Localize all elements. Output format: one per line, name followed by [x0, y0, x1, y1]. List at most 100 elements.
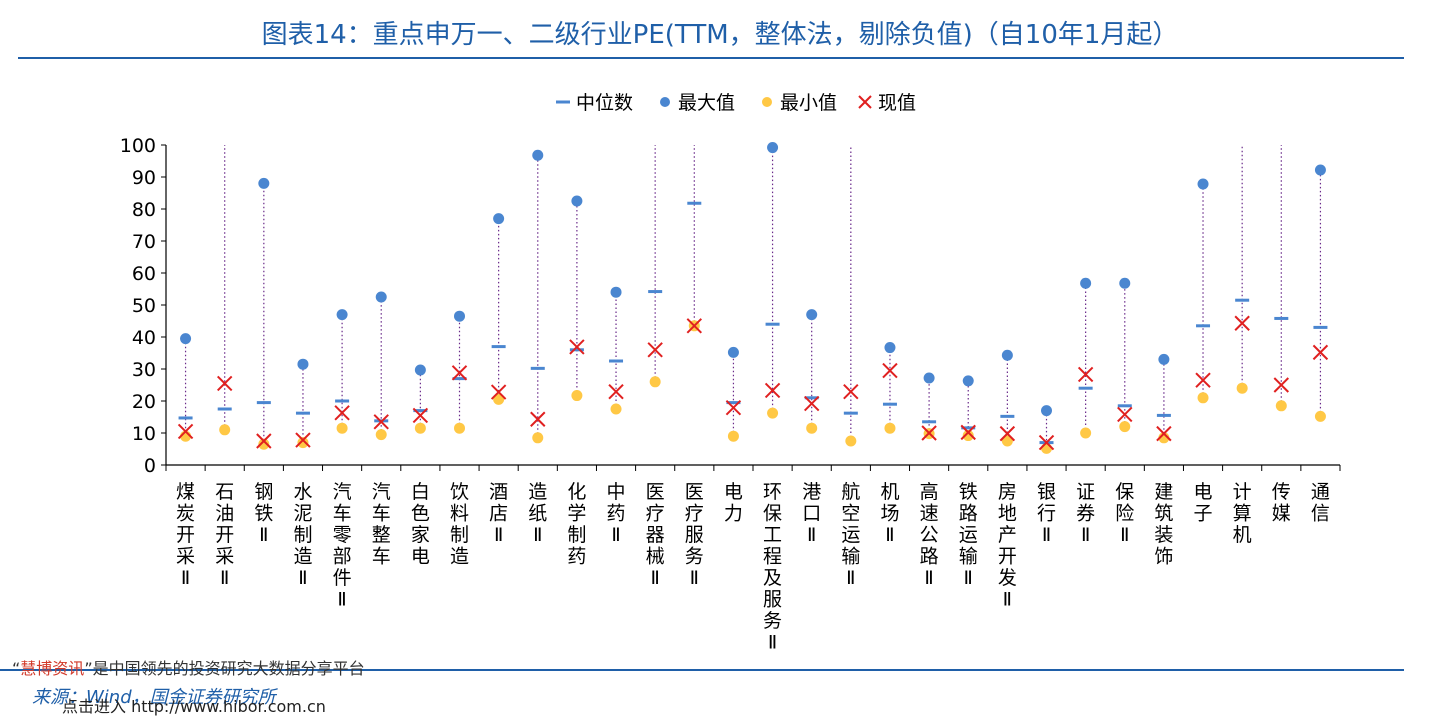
x-tick-label: 石油开采 Ⅱ — [215, 481, 234, 589]
max-point — [1197, 178, 1209, 190]
current-mark — [334, 405, 350, 421]
current-mark-stroke — [803, 395, 820, 412]
footer-divider — [0, 669, 1404, 671]
y-tick-label: 70 — [132, 231, 156, 253]
max-point — [375, 291, 387, 303]
max-point — [1119, 277, 1131, 289]
x-tick-label: 计算机 — [1233, 481, 1252, 546]
x-tick-label: 化学制药 — [567, 481, 586, 568]
x-tick-label: 港口 Ⅱ — [802, 481, 821, 546]
watermark-text: “慧博资讯”是中国领先的投资研究大数据分享平台 — [12, 655, 365, 679]
current-mark-stroke — [373, 414, 389, 430]
current-mark-stroke — [1234, 315, 1250, 331]
min-point — [219, 424, 231, 436]
min-point — [1314, 410, 1326, 422]
current-mark-stroke — [647, 342, 663, 358]
max-point — [1314, 164, 1326, 176]
min-point — [375, 429, 387, 441]
legend: 中位数 最大值 最小值 现值 — [556, 92, 916, 114]
watermark-brand: 慧博资讯 — [20, 659, 85, 678]
current-mark-stroke — [960, 424, 976, 441]
min-point — [727, 430, 739, 442]
current-mark-stroke — [1312, 344, 1329, 361]
chart-title: 图表14：重点申万一、二级行业PE(TTM，整体法，剔除负值)（自10年1月起） — [261, 20, 1179, 50]
min-point — [767, 407, 779, 419]
max-point — [884, 342, 896, 354]
max-point — [962, 375, 974, 387]
current-mark — [373, 414, 389, 430]
y-tick-label: 90 — [132, 167, 156, 189]
min-point — [454, 422, 465, 434]
min-point — [962, 430, 974, 442]
current-mark-stroke — [725, 400, 742, 416]
y-tick-label: 50 — [132, 295, 156, 317]
x-tick-label: 传媒 — [1272, 481, 1291, 525]
y-tick-label: 40 — [132, 327, 156, 349]
current-mark — [960, 424, 976, 441]
legend-min-symbol — [762, 97, 772, 107]
max-point — [806, 309, 818, 321]
current-mark-stroke — [921, 425, 937, 441]
current-mark — [490, 384, 507, 400]
legend-cross-stroke — [858, 95, 872, 109]
x-tick-label: 白色家电 — [411, 481, 430, 568]
current-mark-stroke — [686, 318, 703, 334]
max-point — [454, 310, 465, 322]
current-mark-stroke — [1077, 366, 1094, 383]
title-divider — [18, 57, 1404, 59]
y-tick-label: 20 — [132, 391, 156, 413]
current-mark — [569, 339, 585, 355]
y-tick-label: 80 — [132, 199, 156, 221]
max-point — [336, 309, 348, 321]
current-mark — [216, 375, 233, 392]
x-tick-label: 造纸 Ⅱ — [528, 481, 547, 546]
current-mark — [764, 382, 781, 399]
x-tick-label: 房地产开发 Ⅱ — [998, 481, 1017, 611]
current-mark — [1195, 372, 1211, 388]
x-tick-label: 中药 Ⅱ — [607, 481, 626, 546]
legend-current-symbol — [858, 95, 872, 109]
max-point — [1158, 353, 1170, 365]
current-mark-stroke — [843, 384, 859, 400]
current-mark — [530, 411, 546, 427]
x-tick-label: 汽车零部件 Ⅱ — [333, 481, 352, 611]
x-tick-label: 通信 — [1311, 481, 1330, 525]
current-mark — [803, 395, 820, 412]
current-mark-stroke — [295, 432, 311, 448]
legend-label: 最小值 — [780, 92, 837, 114]
current-mark-stroke — [764, 382, 781, 399]
current-mark — [177, 423, 194, 440]
x-tick-label: 铁路运输 Ⅱ — [959, 481, 978, 589]
legend-label: 最大值 — [678, 92, 735, 114]
watermark-quote-close: ” — [84, 659, 93, 678]
min-point — [610, 403, 622, 415]
min-point — [1041, 442, 1052, 454]
current-mark-stroke — [999, 425, 1016, 442]
current-mark — [686, 318, 703, 334]
max-point — [610, 286, 622, 298]
y-axis: 0 10 20 30 40 50 60 70 80 90 100 — [120, 135, 167, 477]
min-point — [297, 437, 309, 449]
current-mark-stroke — [216, 375, 233, 392]
current-mark — [1038, 434, 1055, 451]
x-tick-label: 饮料制造 — [450, 481, 469, 568]
range-lines — [184, 145, 1322, 449]
min-point — [1236, 382, 1248, 394]
min-point — [258, 438, 270, 450]
x-tick-label: 水泥制造 Ⅱ — [293, 481, 312, 589]
x-tick-label: 电力 — [724, 481, 743, 525]
x-tick-label: 医疗服务 Ⅱ — [685, 481, 704, 589]
current-mark — [999, 425, 1016, 442]
current-mark-stroke — [334, 405, 350, 421]
min-point — [414, 422, 426, 434]
site-link[interactable]: 点击进入 http://www.hibor.com.cn — [62, 697, 326, 716]
min-point — [336, 422, 348, 434]
min-point — [1275, 400, 1287, 412]
watermark-body: 是中国领先的投资研究大数据分享平台 — [92, 659, 365, 678]
max-point — [727, 346, 739, 358]
y-tick-label: 60 — [132, 263, 156, 285]
current-mark-stroke — [490, 384, 507, 400]
x-tick-label: 钢铁 Ⅱ — [254, 481, 273, 546]
x-tick-label: 电子 — [1194, 481, 1213, 525]
